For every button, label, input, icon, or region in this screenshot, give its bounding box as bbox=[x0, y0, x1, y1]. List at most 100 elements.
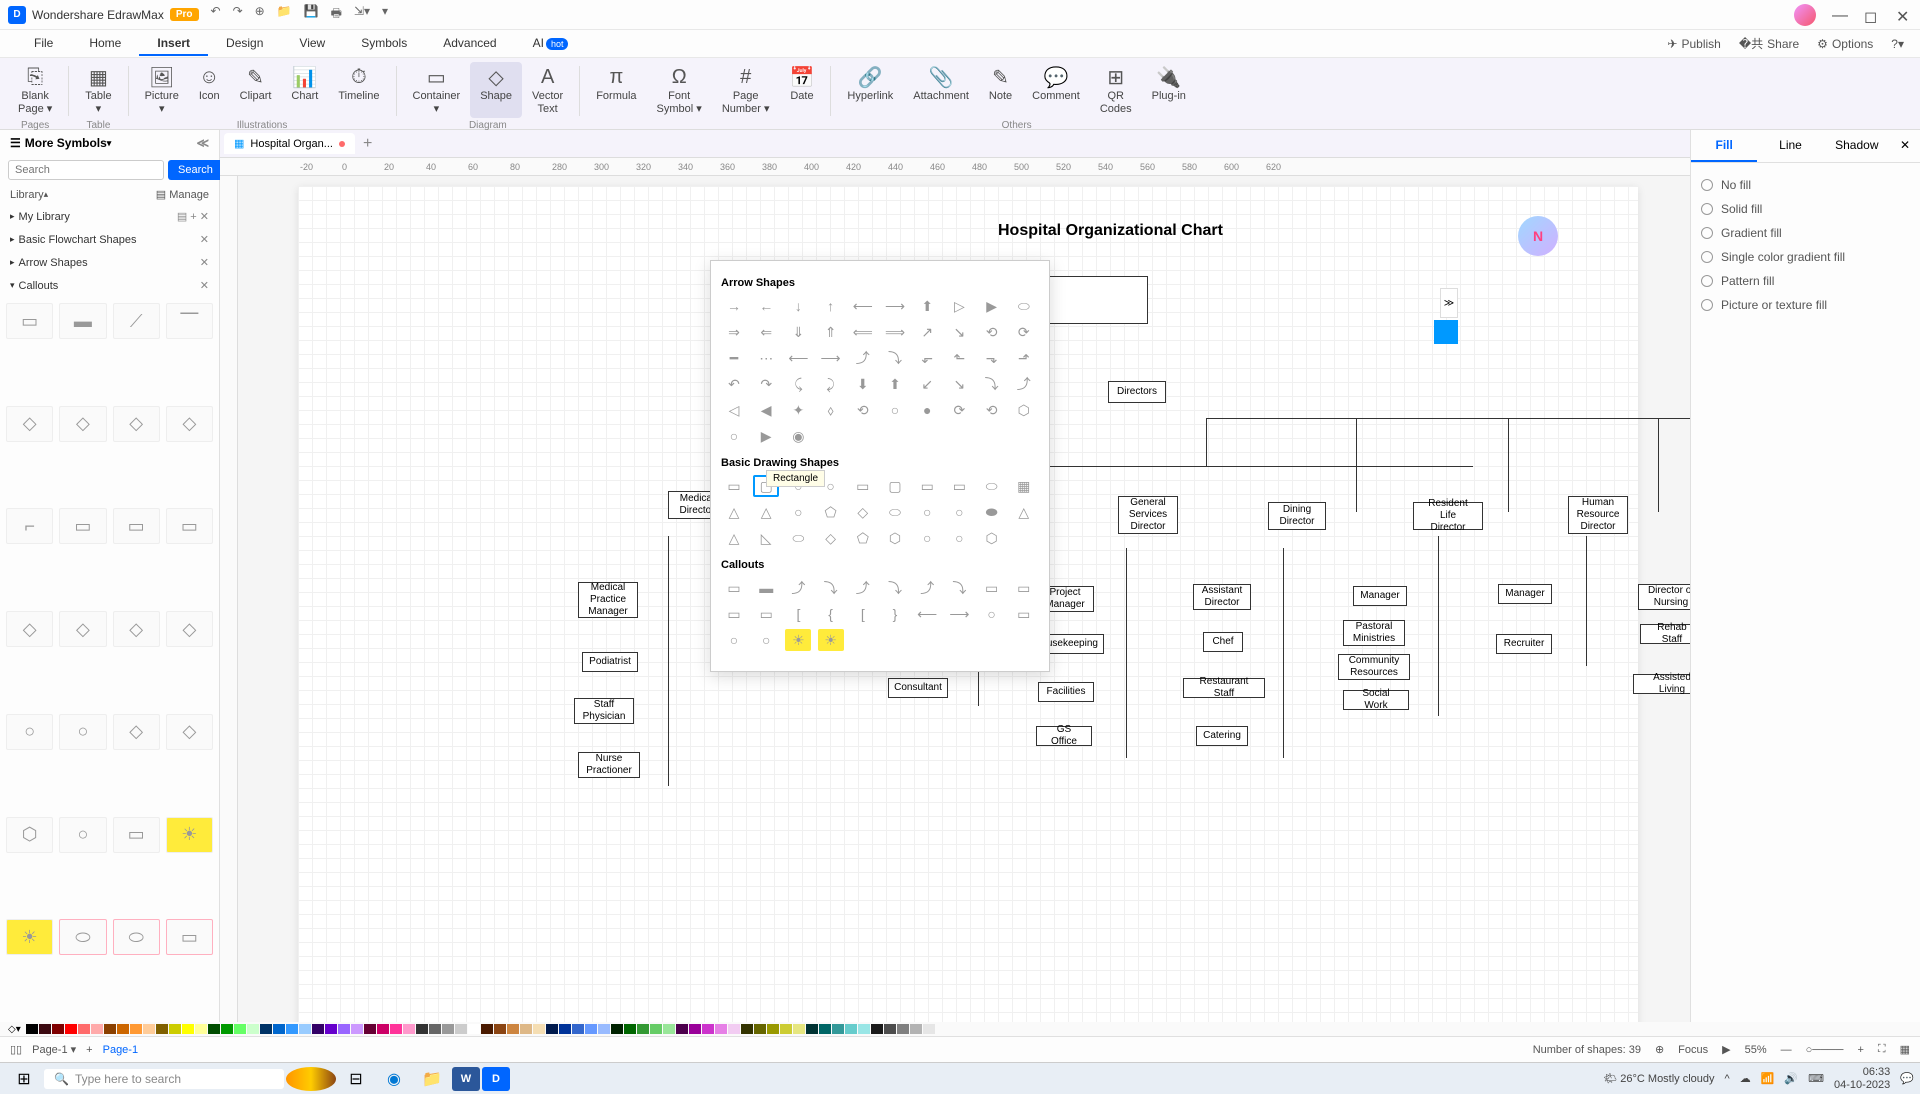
color-swatch[interactable] bbox=[455, 1024, 467, 1034]
color-swatch[interactable] bbox=[416, 1024, 428, 1034]
popup-shape[interactable]: ▭ bbox=[914, 475, 940, 497]
popup-shape[interactable]: ▬ bbox=[753, 577, 779, 599]
wifi-icon[interactable]: 📶 bbox=[1761, 1072, 1775, 1085]
popup-shape[interactable]: ◉ bbox=[785, 425, 811, 447]
ribbon-icon[interactable]: ☺Icon bbox=[189, 62, 230, 118]
callout-thumb[interactable]: ○ bbox=[6, 714, 53, 750]
add-tab-button[interactable]: + bbox=[363, 135, 372, 153]
menu-design[interactable]: Design bbox=[208, 32, 281, 56]
popup-shape[interactable]: ▭ bbox=[850, 475, 876, 497]
new-icon[interactable]: ⊕ bbox=[255, 4, 265, 25]
popup-shape[interactable]: ⇒ bbox=[721, 321, 747, 343]
popup-shape[interactable]: ↙ bbox=[914, 373, 940, 395]
color-swatch[interactable] bbox=[715, 1024, 727, 1034]
color-swatch[interactable] bbox=[572, 1024, 584, 1034]
color-swatch[interactable] bbox=[299, 1024, 311, 1034]
popup-shape[interactable]: ⋯ bbox=[753, 347, 779, 369]
popup-shape[interactable]: ⟵ bbox=[785, 347, 811, 369]
popup-shape[interactable]: ⬏ bbox=[1011, 347, 1037, 369]
redo-icon[interactable]: ↷ bbox=[233, 4, 243, 25]
popup-shape[interactable]: ● bbox=[914, 399, 940, 421]
ai-badge[interactable]: N bbox=[1518, 216, 1558, 256]
manage-button[interactable]: ▤ Manage bbox=[156, 188, 209, 201]
popup-shape[interactable]: ⬭ bbox=[785, 527, 811, 549]
popup-shape[interactable]: ▭ bbox=[721, 603, 747, 625]
popup-shape[interactable]: ▭ bbox=[979, 577, 1005, 599]
popup-shape[interactable]: ↓ bbox=[785, 295, 811, 317]
ribbon-timeline[interactable]: ⏱Timeline bbox=[328, 62, 389, 118]
popup-shape[interactable]: ▭ bbox=[721, 475, 747, 497]
popup-shape[interactable]: ◺ bbox=[753, 527, 779, 549]
ribbon-font[interactable]: ΩFontSymbol ▾ bbox=[647, 62, 712, 118]
popup-shape[interactable]: ⬐ bbox=[914, 347, 940, 369]
callout-thumb[interactable]: ☀ bbox=[6, 919, 53, 955]
org-box[interactable]: Assisted Living bbox=[1633, 674, 1690, 694]
color-swatch[interactable] bbox=[247, 1024, 259, 1034]
callout-thumb[interactable]: ○ bbox=[59, 817, 106, 853]
color-swatch[interactable] bbox=[832, 1024, 844, 1034]
fill-option[interactable]: No fill bbox=[1701, 173, 1910, 197]
popup-shape[interactable]: ⟵ bbox=[850, 295, 876, 317]
zoom-in-button[interactable]: + bbox=[1857, 1044, 1863, 1056]
popup-shape[interactable]: ◀ bbox=[753, 399, 779, 421]
color-swatch[interactable] bbox=[806, 1024, 818, 1034]
org-box[interactable]: Resident LifeDirector bbox=[1413, 502, 1483, 530]
popup-shape[interactable]: ↘ bbox=[946, 373, 972, 395]
color-swatch[interactable] bbox=[858, 1024, 870, 1034]
popup-shape[interactable]: ⟳ bbox=[946, 399, 972, 421]
color-swatch[interactable] bbox=[546, 1024, 558, 1034]
popup-shape[interactable]: ⬑ bbox=[946, 347, 972, 369]
popup-shape[interactable]: ⬭ bbox=[1011, 295, 1037, 317]
popup-shape[interactable]: ○ bbox=[882, 399, 908, 421]
popup-shape[interactable]: △ bbox=[753, 501, 779, 523]
options-button[interactable]: ⚙ Options bbox=[1817, 35, 1873, 52]
org-box[interactable]: GS Office bbox=[1036, 726, 1092, 746]
search-input[interactable] bbox=[8, 160, 164, 180]
popup-shape[interactable]: ⬠ bbox=[850, 527, 876, 549]
color-swatch[interactable] bbox=[260, 1024, 272, 1034]
color-swatch[interactable] bbox=[780, 1024, 792, 1034]
color-swatch[interactable] bbox=[923, 1024, 935, 1034]
language-icon[interactable]: ⌨ bbox=[1808, 1072, 1824, 1085]
org-box[interactable]: Manager bbox=[1498, 584, 1552, 604]
menu-symbols[interactable]: Symbols bbox=[343, 32, 425, 56]
callout-thumb[interactable]: ○ bbox=[59, 714, 106, 750]
color-swatch[interactable] bbox=[520, 1024, 532, 1034]
callout-thumb[interactable]: ◇ bbox=[6, 406, 53, 442]
popup-shape[interactable]: ☀ bbox=[818, 629, 844, 651]
callout-thumb[interactable]: ◇ bbox=[59, 611, 106, 647]
popup-shape[interactable]: ⤵ bbox=[818, 577, 844, 599]
popup-shape[interactable]: } bbox=[882, 603, 908, 625]
popup-shape[interactable]: ⬭ bbox=[882, 501, 908, 523]
popup-shape[interactable]: ⬡ bbox=[1011, 399, 1037, 421]
maximize-icon[interactable]: ◻ bbox=[1864, 7, 1880, 23]
popup-shape[interactable]: ☀ bbox=[785, 629, 811, 651]
color-swatch[interactable] bbox=[351, 1024, 363, 1034]
org-box[interactable]: Facilities bbox=[1038, 682, 1094, 702]
popup-shape[interactable]: ▦ bbox=[1011, 475, 1037, 497]
popup-shape[interactable]: ↶ bbox=[721, 373, 747, 395]
color-swatch[interactable] bbox=[364, 1024, 376, 1034]
expand-right-icon[interactable]: ≫ bbox=[1440, 288, 1458, 318]
color-swatch[interactable] bbox=[195, 1024, 207, 1034]
word-icon[interactable]: W bbox=[452, 1067, 480, 1091]
callout-thumb[interactable]: ◇ bbox=[166, 714, 213, 750]
color-swatch[interactable] bbox=[182, 1024, 194, 1034]
callout-thumb[interactable]: ▭ bbox=[59, 508, 106, 544]
popup-shape[interactable]: ⬆ bbox=[914, 295, 940, 317]
page-dropdown[interactable]: Page-1 ▾ bbox=[32, 1043, 76, 1056]
ribbon-picture[interactable]: 🖼Picture▾ bbox=[135, 62, 189, 118]
task-view-icon[interactable]: ⊟ bbox=[338, 1065, 374, 1093]
color-swatch[interactable] bbox=[624, 1024, 636, 1034]
color-swatch[interactable] bbox=[390, 1024, 402, 1034]
color-swatch[interactable] bbox=[845, 1024, 857, 1034]
popup-shape[interactable]: ⟲ bbox=[979, 399, 1005, 421]
ribbon-date[interactable]: 📅Date bbox=[780, 62, 825, 118]
popup-shape[interactable]: ⟳ bbox=[1011, 321, 1037, 343]
ribbon-hyperlink[interactable]: 🔗Hyperlink bbox=[837, 62, 903, 118]
color-swatch[interactable] bbox=[507, 1024, 519, 1034]
ribbon-shape[interactable]: ◇Shape bbox=[470, 62, 522, 118]
print-icon[interactable]: 🖶 bbox=[331, 4, 342, 25]
callout-thumb[interactable]: ▬ bbox=[59, 303, 106, 339]
color-swatch[interactable] bbox=[104, 1024, 116, 1034]
